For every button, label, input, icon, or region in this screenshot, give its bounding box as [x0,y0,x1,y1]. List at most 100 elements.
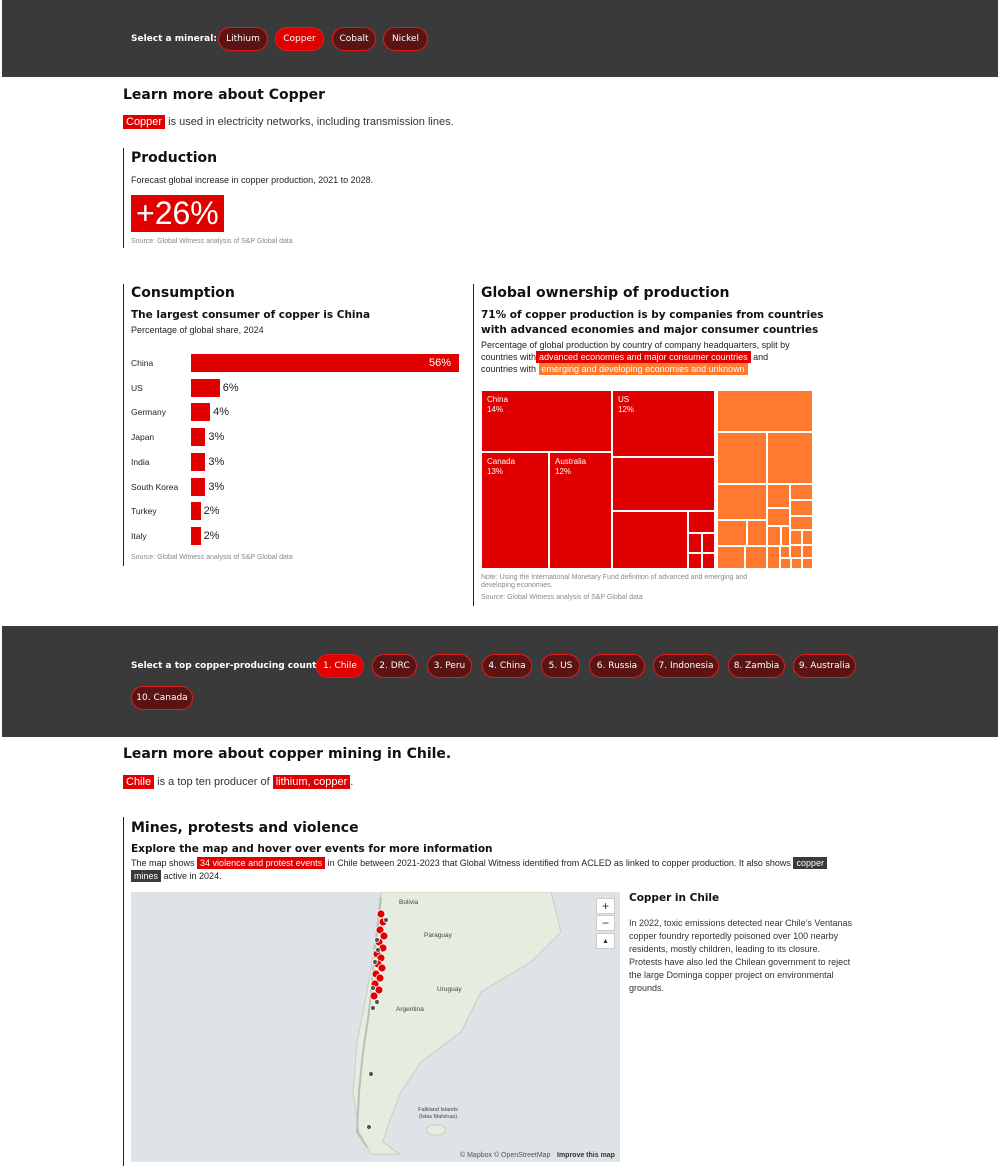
bar [191,502,201,521]
bar-category-label: US [131,382,143,393]
ownership-desc-1: Percentage of global production by count… [481,340,790,350]
treemap-country: Australia [555,457,587,466]
learn-text: is used in electricity networks, includi… [168,116,454,128]
treemap-cell-advanced [612,511,688,569]
event-marker[interactable] [375,973,385,983]
production-source: Source: Global Witness analysis of S&P G… [131,238,293,245]
map-label-paraguay: Paraguay [424,932,452,939]
mines-text: The map shows [131,858,195,868]
bar-row: Italy 2% [131,526,461,545]
country-pill-indonesia[interactable]: 7. Indonesia [653,654,719,678]
section-rule [123,817,124,1166]
bar-row: Japan 3% [131,428,461,447]
mines-headline: Explore the map and hover over events fo… [131,843,493,855]
event-marker[interactable] [379,931,389,941]
mines-highlight: mines [131,870,162,882]
zoom-in-button[interactable]: + [596,898,615,914]
consumption-title: Consumption [131,285,235,301]
mine-marker[interactable] [370,1005,376,1011]
consumption-headline: The largest consumer of copper is China [131,309,371,321]
bar-value-label: 2% [203,529,220,542]
learn-title: Learn more about Copper [123,87,326,103]
country-pill-zambia[interactable]: 8. Zambia [728,654,785,678]
treemap-cell-emerging [802,558,813,569]
falkland-islands [425,1124,447,1136]
treemap-country: China [487,395,508,404]
treemap-cell-advanced [612,457,715,511]
ownership-headline-1: 71% of copper production is by companies… [481,309,824,321]
events-highlight: 34 violence and protest events [197,857,326,869]
country-pill-russia[interactable]: 6. Russia [589,654,645,678]
mine-marker[interactable] [372,959,378,965]
mineral-pill-lithium[interactable]: Lithium [218,27,268,51]
country-pill-chile[interactable]: 1. Chile [316,654,364,678]
treemap-cell-emerging [717,520,747,546]
map-label-uruguay: Uruguay [437,986,462,993]
bar-value-label: 2% [203,505,220,518]
advanced-economies-highlight: advanced economies and major consumer co… [536,351,751,363]
bar [191,378,220,397]
events-map[interactable]: Bolivia Paraguay Uruguay Argentina Falkl… [131,892,620,1162]
treemap-cell-advanced: Australia 12% [549,452,612,569]
treemap-cell-label: Australia 12% [555,457,586,477]
map-attribution[interactable]: © Mapbox © OpenStreetMap [460,1152,551,1159]
map-canvas[interactable] [131,892,620,1162]
treemap-cell-emerging [791,558,802,569]
treemap-cell-emerging [767,432,813,484]
mine-marker[interactable] [370,985,376,991]
treemap-cell-emerging [802,530,813,545]
country-selector-label: Select a top copper-producing country: [131,661,331,671]
bar [191,452,206,471]
mineral-selector-label: Select a mineral: [131,34,217,44]
bar-row: India 3% [131,452,461,471]
bar-category-label: Germany [131,407,166,418]
treemap-country: US [618,395,630,404]
treemap-cell-label: US 12% [618,395,634,415]
country-pill-drc[interactable]: 2. DRC [372,654,417,678]
mineral-pill-nickel[interactable]: Nickel [383,27,428,51]
bar-value-label: 56% [429,357,452,369]
mine-marker[interactable] [383,917,389,923]
minerals-highlight: lithium, copper [272,775,351,789]
bar-row: China 56% [131,354,461,372]
treemap-cell-emerging [717,390,813,432]
country-pill-peru[interactable]: 3. Peru [427,654,472,678]
mine-marker[interactable] [368,1071,374,1077]
event-marker[interactable] [377,963,387,973]
ownership-desc-text: and [753,352,769,362]
country-pill-china[interactable]: 4. China [482,654,532,678]
mine-marker[interactable] [375,947,381,953]
ownership-source: Source: Global Witness analysis of S&P G… [481,594,643,601]
mining-title: Learn more about copper mining in Chile. [123,746,452,762]
ownership-headline-2: with advanced economies and major consum… [481,324,819,336]
ownership-note-2: developing economies. [481,582,553,589]
treemap-cell-emerging [717,546,745,569]
event-marker[interactable] [375,925,385,935]
bar [191,526,201,545]
treemap-value: 13% [487,467,504,476]
event-marker[interactable] [369,991,379,1001]
mines-title: Mines, protests and violence [131,820,359,836]
mine-marker[interactable] [374,937,380,943]
mine-marker[interactable] [366,1124,372,1130]
treemap-cell-emerging [745,546,767,569]
country-pill-us[interactable]: 5. US [541,654,580,678]
zoom-out-button[interactable]: − [596,915,615,931]
treemap-cell-label: China 14% [487,395,508,415]
bar-value-label: 3% [208,480,225,493]
production-title: Production [131,150,218,166]
country-pill-canada[interactable]: 10. Canada [131,686,193,710]
bar-row: South Korea 3% [131,477,461,496]
country-pill-australia[interactable]: 9. Australia [793,654,856,678]
event-marker[interactable] [376,909,386,919]
compass-button[interactable]: ▲ [596,933,615,949]
section-rule [123,284,124,566]
mineral-pill-copper[interactable]: Copper [275,27,324,51]
mineral-pill-cobalt[interactable]: Cobalt [332,27,376,51]
consumption-source: Source: Global Witness analysis of S&P G… [131,554,293,561]
event-markers [366,909,389,1130]
bar [191,354,459,372]
improve-map-link[interactable]: Improve this map [557,1152,615,1159]
mine-marker[interactable] [374,999,380,1005]
sidebar-text: In 2022, toxic emissions detected near C… [629,918,852,993]
